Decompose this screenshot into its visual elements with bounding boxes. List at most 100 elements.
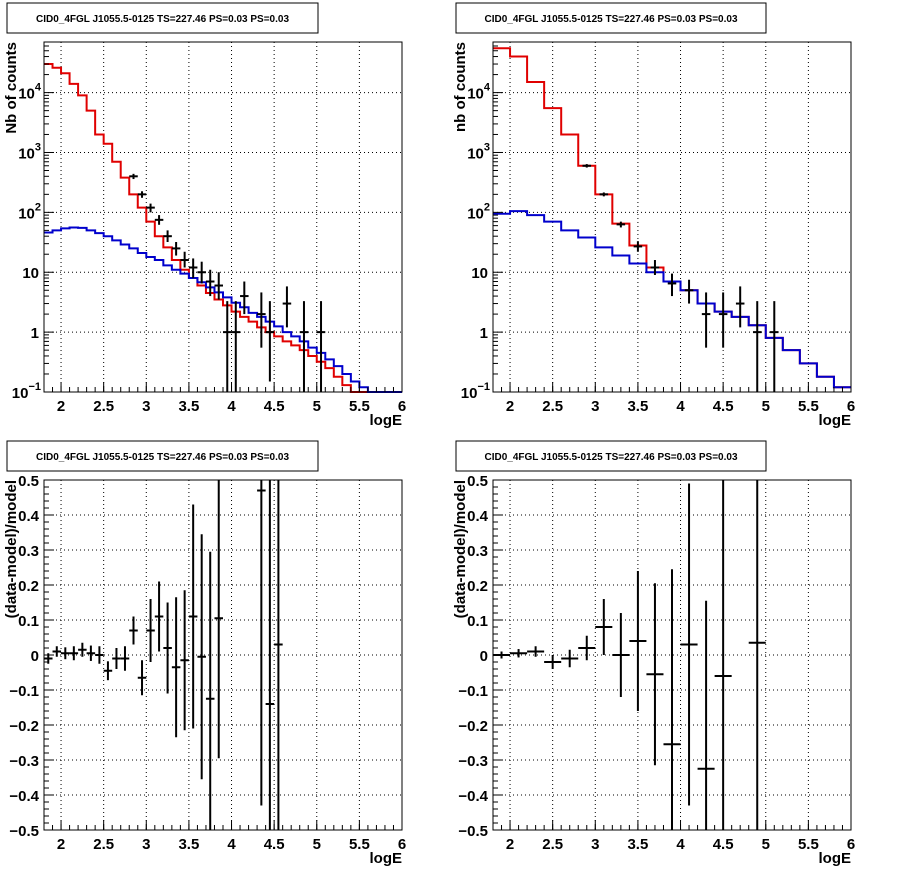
- data-point: [188, 258, 198, 279]
- data-point: [595, 599, 613, 655]
- data-point: [188, 504, 198, 729]
- x-tick-label: 3: [591, 398, 599, 415]
- y-tick-label: 0: [480, 648, 488, 665]
- y-tick-base: 10: [467, 86, 484, 103]
- y-tick-base: 0: [31, 648, 39, 665]
- y-tick-base: 10: [467, 205, 484, 222]
- data-point: [137, 660, 147, 696]
- y-tick-base: 0.5: [18, 473, 39, 490]
- y-tick-base: 0.4: [467, 508, 489, 525]
- y-tick-label: −0.2: [458, 718, 488, 735]
- data-point: [265, 301, 275, 382]
- x-tick-label: 2: [506, 398, 514, 415]
- y-tick-base: −0.3: [458, 753, 488, 770]
- data-point: [180, 251, 189, 268]
- data-point: [214, 480, 223, 759]
- x-tick-label: 4: [227, 836, 236, 853]
- data-point: [257, 292, 266, 348]
- chart-title-box: [455, 2, 767, 34]
- x-tick-label: 5: [313, 836, 321, 853]
- y-tick-base: 10: [18, 86, 35, 103]
- x-tick-label: 5: [313, 398, 321, 415]
- chart-title: CID0_4FGL J1055.5-0125 TS=227.46 PS=0.03…: [36, 14, 289, 25]
- x-tick-label: 3: [142, 398, 150, 415]
- y-tick-base: 0.2: [467, 578, 488, 595]
- y-tick-base: 0: [480, 648, 488, 665]
- y-tick-label: −0.5: [458, 823, 488, 840]
- y-tick-label: 0.3: [18, 543, 39, 560]
- y-axis-label: (data-model)/model: [452, 480, 469, 618]
- y-tick-base: −0.2: [458, 718, 488, 735]
- y-tick-exponent: 3: [35, 141, 41, 153]
- x-tick-label: 3: [142, 836, 150, 853]
- x-tick-label: 6: [398, 836, 406, 853]
- y-tick-label: 103: [18, 141, 41, 162]
- y-tick-label: 10: [22, 265, 39, 282]
- y-tick-label: 0.1: [18, 613, 39, 630]
- data-point: [257, 480, 266, 806]
- data-point: [544, 655, 562, 669]
- y-tick-base: −0.1: [458, 683, 488, 700]
- data-point: [129, 173, 138, 180]
- y-tick-base: 10: [461, 385, 478, 402]
- y-axis-label: Nb of counts: [3, 42, 20, 134]
- y-tick-label: 0.2: [18, 578, 39, 595]
- y-tick-base: −0.4: [9, 788, 39, 805]
- data-point: [663, 569, 681, 830]
- histogram-series-1: [493, 47, 851, 389]
- x-tick-label: 4: [676, 836, 685, 853]
- data-point: [316, 301, 326, 392]
- data-point: [527, 646, 545, 657]
- data-point: [770, 301, 779, 392]
- y-axis-label: nb of counts: [452, 42, 469, 132]
- x-tick-label: 4: [676, 398, 685, 415]
- y-tick-label: −0.5: [9, 823, 39, 840]
- x-tick-label: 5: [762, 836, 770, 853]
- data-point: [701, 292, 711, 348]
- histogram-series-2: [44, 226, 402, 393]
- x-tick-label: 2.5: [93, 398, 114, 415]
- data-point: [171, 597, 181, 738]
- data-point: [163, 602, 172, 694]
- data-point: [95, 646, 104, 664]
- data-point: [146, 599, 155, 662]
- y-tick-exponent: 4: [35, 82, 42, 94]
- data-point: [154, 215, 164, 225]
- y-tick-label: 10: [471, 265, 488, 282]
- data-point: [120, 646, 130, 671]
- chart-title: CID0_4FGL J1055.5-0125 TS=227.46 PS=0.03…: [36, 452, 289, 463]
- y-tick-label: 0.1: [467, 613, 488, 630]
- x-axis-label: logE: [370, 412, 403, 429]
- x-tick-label: 6: [847, 398, 855, 415]
- y-tick-label: 10−1: [461, 381, 490, 402]
- data-point: [718, 292, 728, 348]
- y-tick-exponent: −1: [477, 381, 490, 393]
- plot-frame: [43, 41, 403, 393]
- y-tick-label: 102: [467, 201, 490, 222]
- y-tick-label: 0.5: [467, 473, 488, 490]
- y-tick-base: −0.1: [9, 683, 39, 700]
- data-point: [735, 286, 745, 328]
- data-point: [78, 642, 87, 657]
- y-tick-base: 0.5: [467, 473, 488, 490]
- data-point: [129, 616, 138, 645]
- plot-frame: [492, 41, 852, 393]
- data-point: [197, 534, 206, 780]
- y-tick-label: 0: [31, 648, 39, 665]
- data-point: [69, 646, 79, 661]
- data-point: [714, 480, 732, 830]
- data-point: [599, 192, 609, 197]
- data-point: [214, 272, 223, 300]
- data-point: [633, 241, 643, 252]
- y-tick-base: 0.4: [18, 508, 40, 525]
- x-tick-label: 4.5: [713, 398, 734, 415]
- y-tick-label: −0.4: [9, 788, 39, 805]
- chart-panel-2: CID0_4FGL J1055.5-0125 TS=227.46 PS=0.03…: [452, 2, 855, 429]
- data-point: [205, 551, 215, 830]
- x-tick-label: 4.5: [713, 836, 734, 853]
- x-tick-label: 2: [57, 398, 65, 415]
- x-axis-label: logE: [819, 850, 852, 867]
- y-tick-base: 10: [22, 265, 39, 282]
- x-tick-label: 5.5: [798, 398, 819, 415]
